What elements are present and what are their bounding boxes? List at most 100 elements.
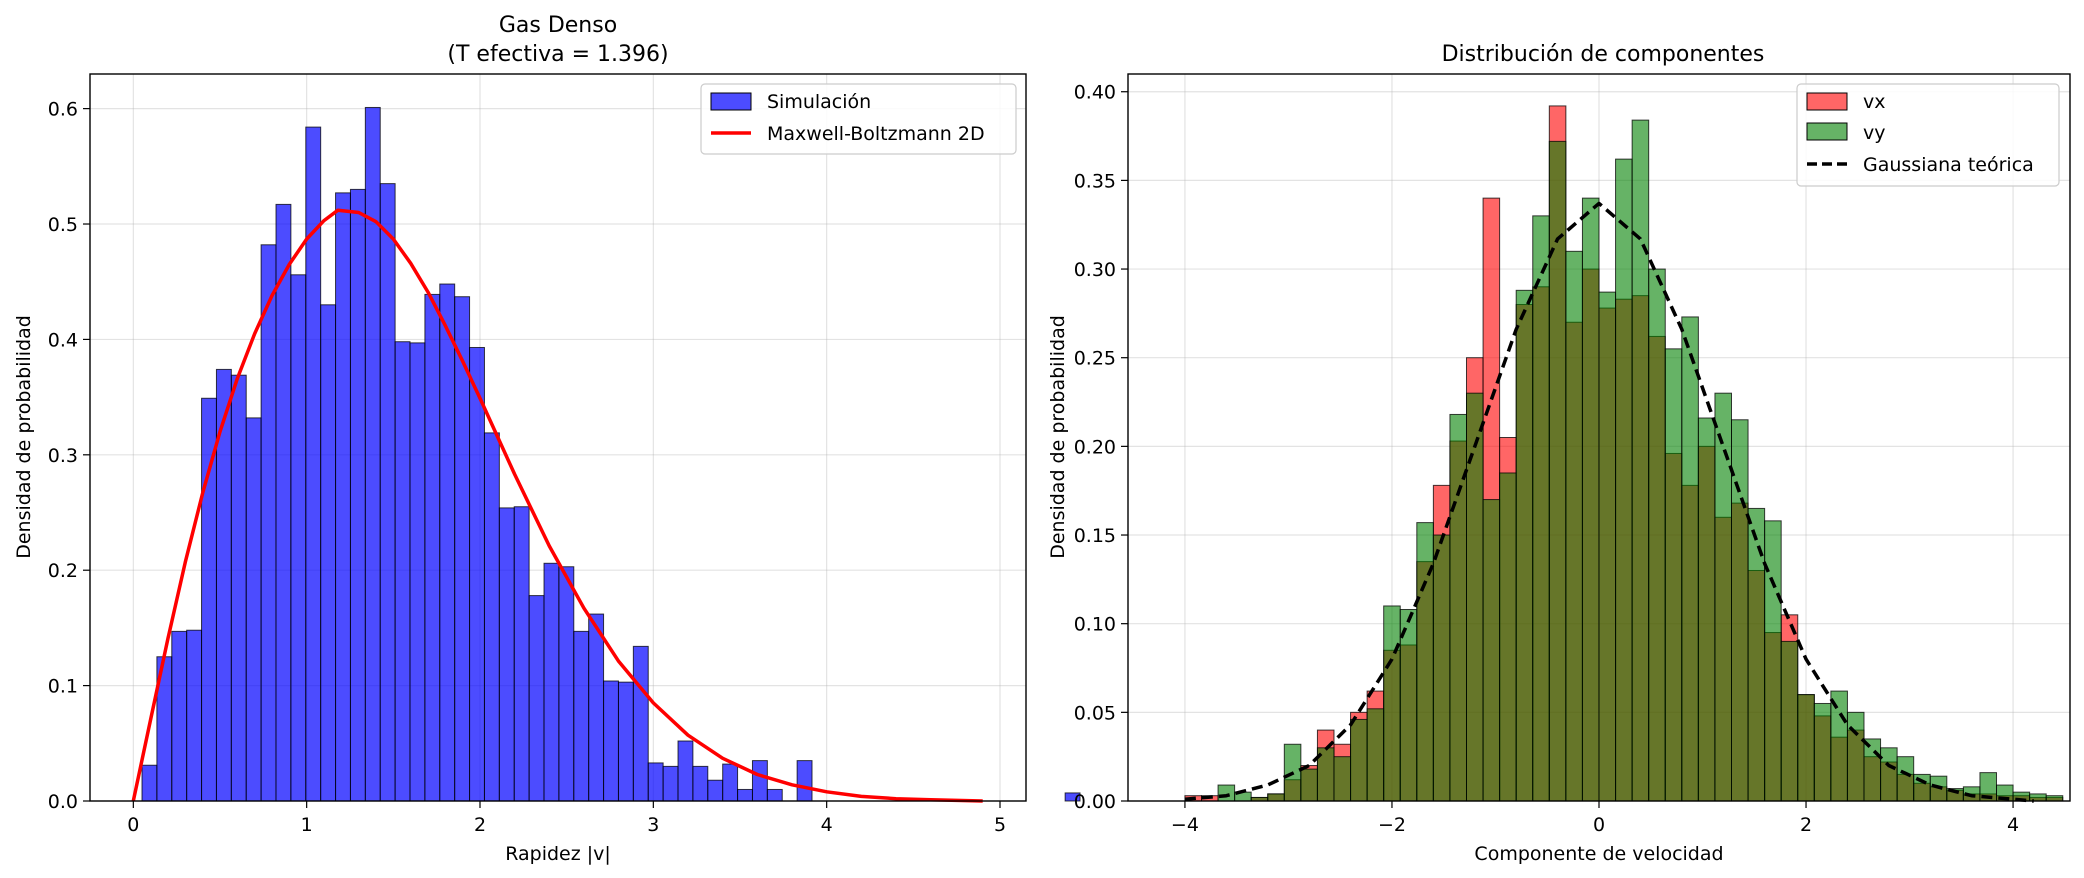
x-tick-label: 5 xyxy=(994,814,1006,836)
hist-bar-vy xyxy=(1333,756,1352,802)
y-tick-label: 0.4 xyxy=(48,329,78,351)
hist-bar-simulaci-n xyxy=(543,562,560,802)
hist-bar-vy xyxy=(1267,793,1285,802)
y-tick-label: 0.05 xyxy=(1074,702,1116,724)
hist-bar-vy xyxy=(2045,795,2064,802)
x-tick-label: 4 xyxy=(821,814,833,836)
chart-left-bars xyxy=(141,106,1081,802)
hist-bar-vy xyxy=(1350,718,1368,802)
hist-bar-vy xyxy=(1532,215,1550,802)
hist-bar-simulaci-n xyxy=(513,506,530,802)
y-tick-label: 0.25 xyxy=(1074,348,1116,370)
series-line-gaussiana-te-rica xyxy=(1184,201,2034,803)
hist-bar-vy xyxy=(1846,711,1865,802)
chart-right-lines xyxy=(1184,201,2034,803)
chart-left: Gas Denso (T efectiva = 1.396) 0 1 2 3 4 5 0.… xyxy=(13,13,1081,865)
legend-label-simulacion: Simulación xyxy=(767,91,871,113)
hist-bar-simulaci-n xyxy=(141,764,158,802)
hist-bar-simulaci-n xyxy=(588,613,605,802)
chart-right-y-ticks: 0.00 0.05 0.10 0.15 0.20 0.25 0.30 0.35 0.40 xyxy=(1074,82,1128,813)
hist-bar-vy xyxy=(1300,768,1318,802)
y-tick-label: 0.2 xyxy=(48,560,78,582)
hist-bar-vy xyxy=(1648,268,1666,802)
hist-bar-vy xyxy=(1896,756,1915,802)
y-tick-label: 0.00 xyxy=(1074,791,1116,813)
hist-bar-simulaci-n xyxy=(469,346,485,802)
hist-bar-vy xyxy=(1515,289,1534,802)
hist-bar-vy xyxy=(1581,197,1600,802)
x-tick-label: 3 xyxy=(647,814,659,836)
hist-bar-vy xyxy=(1598,291,1617,802)
hist-bar-vy xyxy=(1797,694,1815,802)
x-tick-label: 2 xyxy=(474,814,486,836)
y-tick-label: 0.20 xyxy=(1074,436,1116,458)
hist-bar-vy xyxy=(1830,690,1848,802)
hist-bar-simulaci-n xyxy=(409,342,426,802)
hist-bar-vy xyxy=(1731,419,1749,802)
chart-left-frame xyxy=(89,73,1027,802)
hist-bar-vy xyxy=(1432,534,1451,802)
hist-bar-vy xyxy=(1681,316,1699,802)
hist-bar-vy xyxy=(1631,119,1650,802)
hist-bar-vy xyxy=(1813,702,1832,802)
hist-bar-vy xyxy=(1664,348,1683,802)
hist-bar-vy xyxy=(1366,708,1385,802)
hist-bar-vy xyxy=(1615,158,1633,802)
hist-bar-simulaci-n xyxy=(439,283,456,802)
hist-bar-simulaci-n xyxy=(320,304,337,802)
hist-bar-simulaci-n xyxy=(394,341,411,802)
hist-bar-simulaci-n xyxy=(751,760,768,802)
x-tick-label: 1 xyxy=(301,814,313,836)
hist-bar-vy xyxy=(1465,392,1484,802)
x-tick-label: 2 xyxy=(1800,814,1812,836)
hist-bar-simulaci-n xyxy=(498,507,515,802)
chart-left-xlabel: Rapidez |v| xyxy=(505,843,611,865)
hist-bar-simulaci-n xyxy=(245,417,262,802)
hist-bar-simulaci-n xyxy=(662,765,679,802)
hist-bar-simulaci-n xyxy=(558,566,575,802)
hist-bar-vy xyxy=(1565,250,1583,802)
hist-bar-simulaci-n xyxy=(528,595,545,802)
legend-swatch-vx xyxy=(1806,92,1848,111)
hist-bar-vy xyxy=(1863,738,1882,802)
x-tick-label: −2 xyxy=(1378,814,1406,836)
hist-bar-simulaci-n xyxy=(171,630,188,802)
hist-bar-simulaci-n xyxy=(722,763,739,802)
hist-bar-simulaci-n xyxy=(766,788,783,802)
hist-bar-simulaci-n xyxy=(632,645,649,802)
hist-bar-simulaci-n xyxy=(1064,792,1081,802)
hist-bar-simulaci-n xyxy=(275,203,292,802)
x-tick-label: 0 xyxy=(1593,814,1605,836)
hist-bar-simulaci-n xyxy=(692,765,709,802)
hist-bar-simulaci-n xyxy=(186,629,203,802)
hist-bar-simulaci-n xyxy=(364,106,381,802)
x-tick-label: −4 xyxy=(1171,814,1199,836)
hist-bar-vy xyxy=(1383,605,1401,802)
hist-bar-vy xyxy=(1482,499,1501,802)
hist-bar-vy xyxy=(1697,417,1716,802)
hist-bar-simulaci-n xyxy=(677,740,694,802)
hist-bar-vy xyxy=(1780,640,1799,802)
series-line-maxwell-boltzmann-2d xyxy=(131,208,983,803)
legend-box xyxy=(1796,83,2060,187)
chart-right-x-ticks: −4 −2 0 2 4 xyxy=(1171,801,2019,836)
hist-bar-simulaci-n xyxy=(707,779,724,802)
hist-bar-simulaci-n xyxy=(335,192,351,802)
hist-bar-vy xyxy=(1499,472,1517,802)
y-tick-label: 0.40 xyxy=(1074,82,1116,104)
y-tick-label: 0.1 xyxy=(48,676,78,698)
hist-bar-simulaci-n xyxy=(737,788,753,802)
y-tick-label: 0.35 xyxy=(1074,170,1116,192)
chart-left-x-ticks: 0 1 2 3 4 5 xyxy=(127,801,1006,836)
x-tick-label: 0 xyxy=(127,814,139,836)
legend-label-vy: vy xyxy=(1863,122,1886,144)
hist-bar-vy xyxy=(1764,520,1782,802)
legend-label-gaussiana: Gaussiana teórica xyxy=(1863,154,2034,176)
hist-bar-simulaci-n xyxy=(483,432,500,802)
y-tick-label: 0.6 xyxy=(48,99,78,121)
hist-bar-simulaci-n xyxy=(573,630,590,802)
hist-bar-simulaci-n xyxy=(603,680,619,802)
chart-left-ylabel: Densidad de probabilidad xyxy=(13,315,35,559)
chart-right-legend: vx vy Gaussiana teórica xyxy=(1796,83,2060,187)
